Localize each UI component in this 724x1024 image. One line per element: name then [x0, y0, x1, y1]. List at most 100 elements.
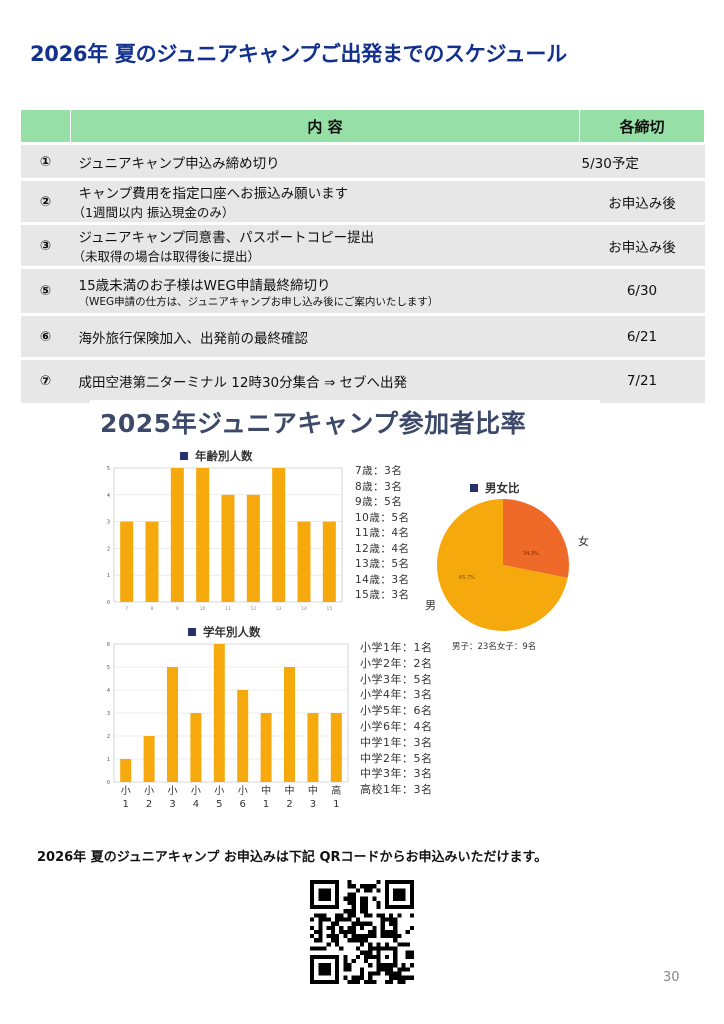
- row-description: ジュニアキャンプ同意書、パスポートコピー提出 （未取得の場合は取得後に提出）: [70, 222, 580, 268]
- bar-14: [297, 521, 311, 602]
- age-legend-item: 14歳：3名: [355, 573, 410, 586]
- age-legend-list: 7歳：3名 8歳：3名 9歳：5名 10歳：5名 11歳：4名 12歳：4名 13歳：5名 1…: [355, 464, 410, 604]
- pie-pct-male: 65.7%: [459, 575, 475, 581]
- grade-legend-item: 小学5年：6名: [360, 704, 433, 718]
- bar-13: [272, 468, 286, 602]
- row-deadline: 5/30予定: [579, 142, 705, 180]
- bar-11: [221, 494, 235, 602]
- age-legend-item: 13歳：5名: [355, 558, 410, 570]
- participants-infographic: 2025年ジュニアキャンプ参加者比率 年齢別人数 0 1 2 3 4 5 7 8 9 10 11 12…: [90, 400, 600, 825]
- grade-legend-item: 高校1年：3名: [360, 783, 433, 797]
- y-tick-label: 5: [107, 466, 110, 472]
- row-deadline: お申込み後: [579, 178, 705, 224]
- x-tick-label: 13: [276, 606, 282, 612]
- row-description: 15歳未満のお子様はWEG申請最終締切り （WEG申請の仕方は、ジュニアキャンプお…: [70, 266, 580, 315]
- page-number: 30: [663, 970, 680, 985]
- y-tick-label: 0: [107, 780, 110, 786]
- bar-中1: [260, 713, 272, 782]
- row-description: ジュニアキャンプ申込み締め切り: [70, 142, 580, 180]
- gender-pie-chart: 34.3% 65.7% 女男: [425, 499, 589, 631]
- row-line1: 15歳未満のお子様はWEG申請最終締切り: [78, 277, 331, 294]
- table-header-row: 内 容 各締切: [20, 109, 705, 144]
- bar-15: [322, 521, 336, 602]
- row-number: ③: [20, 222, 71, 268]
- row-line1: ジュニアキャンプ同意書、パスポートコピー提出: [78, 230, 375, 246]
- age-legend-item: 11歳：4名: [355, 527, 410, 539]
- age-legend-item: 9歳：5名: [355, 496, 403, 508]
- bar-中2: [284, 667, 295, 782]
- qr-code[interactable]: [310, 880, 414, 984]
- row-number: ⑦: [20, 357, 71, 403]
- grade-legend-list: 小学1年：1名 小学2年：2名 小学3年：5名 小学4年：3名 小学5年：6名 小学6年：…: [360, 640, 433, 798]
- y-tick-label: 4: [107, 688, 110, 694]
- table-row: ② キャンプ費用を指定口座へお振込み願います （1週間以内 振込現金のみ） お申込…: [20, 178, 705, 224]
- pie-slice-male: [437, 499, 568, 631]
- x-tick-label: 9: [176, 606, 179, 612]
- row-line2: （1週間以内 振込現金のみ）: [72, 205, 235, 220]
- schedule-table: 内 容 各締切 ① ジュニアキャンプ申込み締め切り 5/30予定 ② キャンプ費…: [20, 109, 705, 403]
- y-tick-label: 6: [107, 642, 110, 648]
- age-legend-item: 15歳：3名: [355, 589, 410, 601]
- y-tick-label: 4: [107, 493, 110, 499]
- bar-小6: [237, 690, 249, 782]
- x-tick-label: 10: [200, 606, 206, 612]
- bar-8: [145, 521, 159, 602]
- x-tick-label: 7: [125, 606, 128, 612]
- y-tick-label: 2: [107, 734, 110, 740]
- row-number: ②: [20, 178, 71, 224]
- row-deadline: 7/21: [579, 357, 705, 403]
- grade-chart-title-text: 学年別人数: [203, 625, 261, 639]
- age-legend-item: 8歳：3名: [355, 480, 403, 493]
- age-chart-title-text: 年齢別人数: [195, 449, 253, 463]
- y-tick-label: 3: [107, 711, 110, 717]
- bar-7: [120, 521, 134, 602]
- row-description: キャンプ費用を指定口座へお振込み願います （1週間以内 振込現金のみ）: [70, 178, 580, 224]
- header-deadline: 各締切: [579, 109, 705, 144]
- row-deadline: お申込み後: [579, 222, 705, 268]
- row-line1: ジュニアキャンプ申込み締め切り: [78, 155, 280, 172]
- application-note: 2026年 夏のジュニアキャンプ お申込みは下記 QRコードからお申込みいただけ…: [37, 850, 548, 865]
- y-tick-label: 1: [107, 757, 110, 763]
- x-tick-label: 15: [326, 606, 332, 612]
- legend-square-icon: [188, 628, 196, 636]
- grade-bar-chart: 0 1 2 3 4 5 6 小 1 小 2 小 3 小 4 小 5 小 6 中 1 中 2 中 3 高 1: [107, 642, 349, 810]
- row-number: ⑥: [20, 313, 71, 359]
- bar-12: [246, 494, 260, 602]
- bar-小5: [213, 644, 225, 782]
- y-tick-label: 1: [107, 573, 110, 579]
- row-number: ⑤: [20, 266, 71, 315]
- y-tick-label: 5: [107, 665, 110, 671]
- table-row: ⑦ 成田空港第二ターミナル 12時30分集合 ⇒ セブへ出発 7/21: [20, 357, 705, 403]
- bar-9: [170, 468, 184, 602]
- bar-小4: [190, 713, 202, 782]
- grade-legend-item: 中学2年：5名: [360, 751, 433, 765]
- legend-square-icon: [470, 484, 478, 492]
- y-tick-label: 0: [107, 600, 110, 606]
- gender-note: 男子：23名女子：9名: [452, 642, 537, 652]
- grade-legend-item: 小学4年：3名: [360, 688, 433, 702]
- bar-小1: [120, 759, 132, 782]
- bar-小2: [143, 736, 155, 782]
- table-row: ⑤ 15歳未満のお子様はWEG申請最終締切り （WEG申請の仕方は、ジュニアキャン…: [20, 266, 705, 315]
- header-blank: [20, 109, 71, 144]
- bar-高1: [330, 713, 342, 782]
- table-row: ⑥ 海外旅行保険加入、出発前の最終確認 6/21: [20, 313, 705, 359]
- x-tick-label: 14: [301, 606, 307, 612]
- row-line1: キャンプ費用を指定口座へお振込み願います: [78, 186, 349, 202]
- bar-小3: [167, 667, 178, 782]
- row-deadline: 6/21: [579, 313, 705, 359]
- x-tick-label: 8: [151, 606, 154, 612]
- grade-legend-item: 小学2年：2名: [360, 656, 433, 670]
- page-title: 2026年 夏のジュニアキャンプご出発までのスケジュール: [30, 42, 567, 66]
- bar-中3: [307, 713, 319, 782]
- y-tick-label: 3: [107, 520, 110, 526]
- infographic-title: 2025年ジュニアキャンプ参加者比率: [100, 409, 527, 438]
